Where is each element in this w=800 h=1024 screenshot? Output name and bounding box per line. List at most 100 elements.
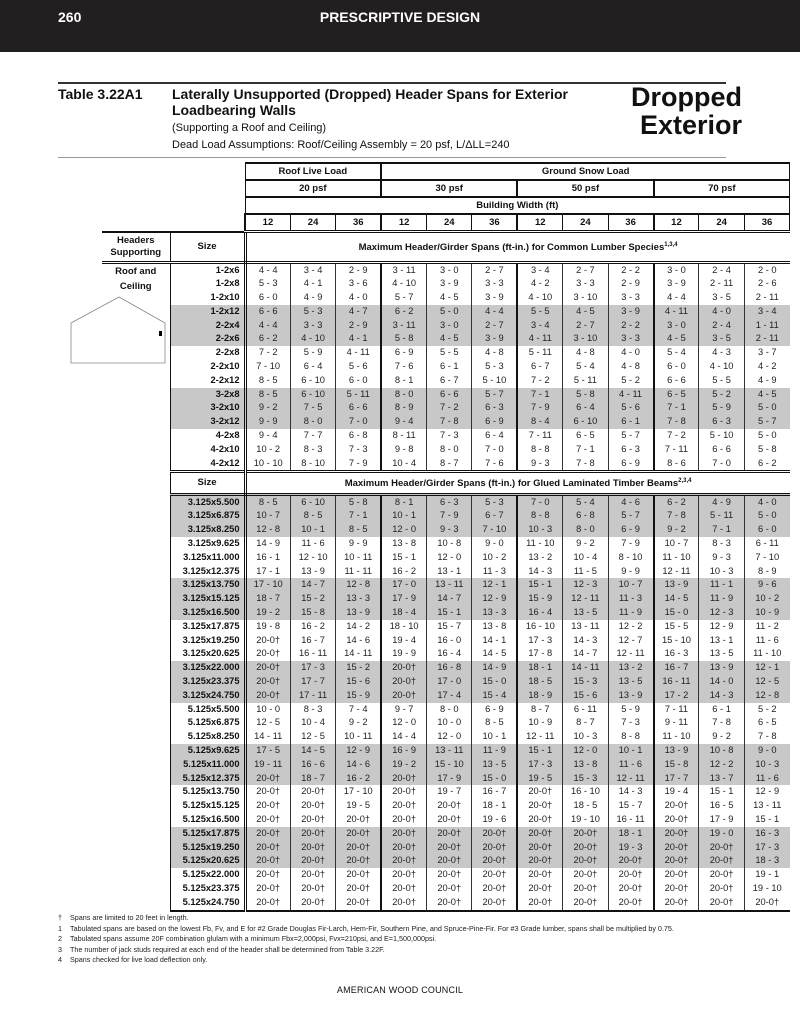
span-cell: 16 - 4 [426,647,472,662]
table-row: 3.125x17.875 19 - 8 16 - 2 14 - 2 18 - 10 15 … [102,619,790,634]
span-cell: 5 - 7 [743,415,790,430]
span-cell: 7 - 1 [516,387,563,402]
span-cell: 20-0† [516,799,563,813]
span-cell: 20-0† [516,840,563,855]
span-cell: 10 - 0 [244,702,291,717]
span-cell: 6 - 0 [743,523,790,537]
span-cell: 18 - 10 [380,619,427,634]
table-number: Table 3.22A1 [58,86,143,102]
span-cell: 11 - 9 [471,743,518,758]
span-cell: 20-0† [562,840,609,855]
span-cell: 5 - 8 [562,387,609,402]
span-cell: 4 - 10 [380,277,427,292]
span-cell: 20-0† [652,799,699,813]
span-cell: 20-0† [652,840,699,855]
span-cell: 17 - 1 [244,564,291,579]
span-cell: 9 - 9 [607,564,654,579]
span-cell: 16 - 6 [289,757,336,772]
glulam-caption-notes: 2,3,4 [678,478,692,485]
span-cell: 4 - 11 [335,346,382,361]
span-cell: 20-0† [516,826,563,841]
span-cell: 8 - 0 [426,442,472,457]
span-cell: 6 - 9 [607,456,654,472]
span-cell: 16 - 3 [652,647,699,662]
span-cell: 14 - 3 [516,564,563,579]
span-cell: 5 - 11 [562,373,609,388]
span-cell: 20-0† [562,826,609,841]
table-row: 3.125x11.000 16 - 1 12 - 10 10 - 11 15 - 1 12… [102,550,790,565]
span-cell: 19 - 1 [743,868,790,882]
table-row: 3.125x15.125 18 - 7 15 - 2 13 - 3 17 - 9 14 -… [102,592,790,606]
span-cell: 7 - 6 [471,456,518,472]
span-cell: 16 - 11 [289,647,336,662]
span-cell: 4 - 2 [516,277,563,292]
span-cell: 20-0† [380,799,427,813]
span-cell: 18 - 5 [516,674,563,689]
span-cell: 20-0† [652,854,699,869]
span-cell: 19 - 5 [516,771,563,786]
span-cell: 8 - 5 [289,509,336,524]
span-cell: 8 - 6 [652,456,699,472]
span-cell: 15 - 0 [471,674,518,689]
span-cell: 20-0† [652,881,699,896]
size-cell: 3.125x15.125 [170,592,247,606]
span-cell: 20-0† [426,799,472,813]
span-cell: 14 - 7 [562,647,609,662]
footnote: 1 Tabulated spans are based on the lowest… [58,924,674,935]
span-cell: 9 - 3 [698,550,745,565]
size-cell: 3.125x20.625 [170,647,247,662]
page-number: 260 [58,9,82,25]
span-cell: 2 - 6 [743,277,790,292]
span-cell: 6 - 5 [652,387,699,402]
size-cell: 3.125x11.000 [170,550,247,565]
supporting-cell: Roof and Ceiling [70,262,171,472]
span-cell: 9 - 8 [380,442,427,457]
building-width-12: 12 [243,213,291,233]
span-cell: 19 - 2 [380,757,427,772]
span-cell: 5 - 7 [607,509,654,524]
span-cell: 5 - 10 [471,373,518,388]
span-cell: 20-0† [698,854,745,869]
span-cell: 10 - 3 [698,564,745,579]
span-cell: 4 - 10 [698,360,745,374]
span-cell: 5 - 3 [289,304,336,319]
supporting-cell [102,494,171,911]
span-cell: 7 - 1 [335,509,382,524]
footnote-key: 4 [58,955,62,964]
span-cell: 19 - 5 [335,799,382,813]
footnote: 3 The number of jack studs required at ea… [58,945,674,956]
table-row: 5.125x24.750 20-0† 20-0† 20-0† 20-0† 20-0† 20-… [102,895,790,912]
span-cell: 6 - 9 [607,523,654,537]
span-cell: 19 - 10 [562,812,609,827]
span-cell: 5 - 3 [244,277,291,292]
span-cell: 2 - 11 [743,291,790,305]
span-cell: 6 - 5 [743,716,790,731]
size-cell: 5.125x16.500 [170,812,247,827]
size-cell: 3.125x23.375 [170,674,247,689]
span-cell: 7 - 5 [289,401,336,416]
span-cell: 14 - 9 [244,537,291,551]
span-cell: 6 - 4 [562,401,609,416]
table-row: 5.125x22.000 20-0† 20-0† 20-0† 20-0† 20-0† 20-… [102,868,790,882]
span-cell: 4 - 5 [426,291,472,305]
span-cell: 8 - 8 [516,442,563,457]
span-cell: 12 - 0 [426,730,472,744]
span-cell: 15 - 6 [335,674,382,689]
span-cell: 11 - 10 [652,550,699,565]
page-footer: AMERICAN WOOD COUNCIL [336,985,464,995]
span-cell: 15 - 0 [652,605,699,620]
span-cell: 20-0† [244,840,291,855]
span-cell: 12 - 9 [743,785,790,800]
span-cell: 12 - 0 [380,716,427,731]
span-cell: 13 - 11 [426,578,472,593]
span-cell: 5 - 4 [562,494,609,510]
footnote-key: 1 [58,923,62,933]
span-cell: 8 - 4 [516,415,563,430]
table-row: 5.125x13.750 20-0† 20-0† 17 - 10 20-0† 19 - 7… [102,785,790,800]
span-cell: 4 - 0 [607,346,654,361]
